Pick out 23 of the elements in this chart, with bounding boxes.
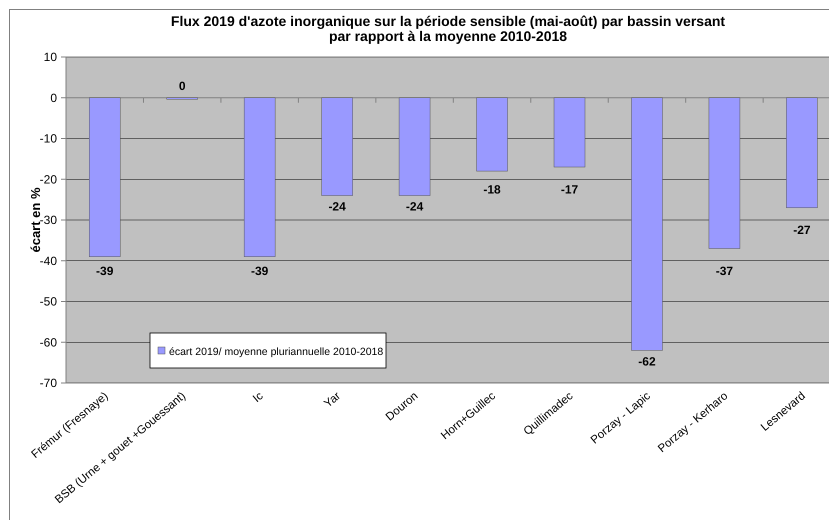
data-label: -39 [250,264,269,278]
legend-label: écart 2019/ moyenne pluriannuelle 2010-2018 [169,346,384,358]
y-tick-label: -60 [40,335,58,350]
y-tick-label: -40 [40,254,58,268]
y-tick-label: -70 [40,376,58,390]
data-label: -39 [96,264,114,278]
data-label: -27 [793,223,811,237]
x-tick-label: Ic [251,390,266,406]
data-label: -18 [483,182,502,196]
data-label: 0 [178,78,186,93]
y-tick-label: -50 [40,294,58,308]
y-tick-label: -30 [40,213,58,227]
y-tick-label: 10 [44,50,58,64]
y-tick-label: -20 [40,172,58,186]
data-label: -24 [406,200,424,214]
y-tick-label: -10 [40,132,58,146]
chart-title: Flux 2019 d'azote inorganique sur la période sensible (mai-août) par bassin versant par rapport à la moyenne 2010-2018 [170,13,726,44]
data-label: -17 [560,182,578,196]
y-tick-label: 0 [50,90,58,105]
data-label: -37 [716,264,734,278]
x-tick-label: Yar [322,390,344,410]
data-label: -62 [638,354,656,368]
data-label: -24 [328,200,346,214]
